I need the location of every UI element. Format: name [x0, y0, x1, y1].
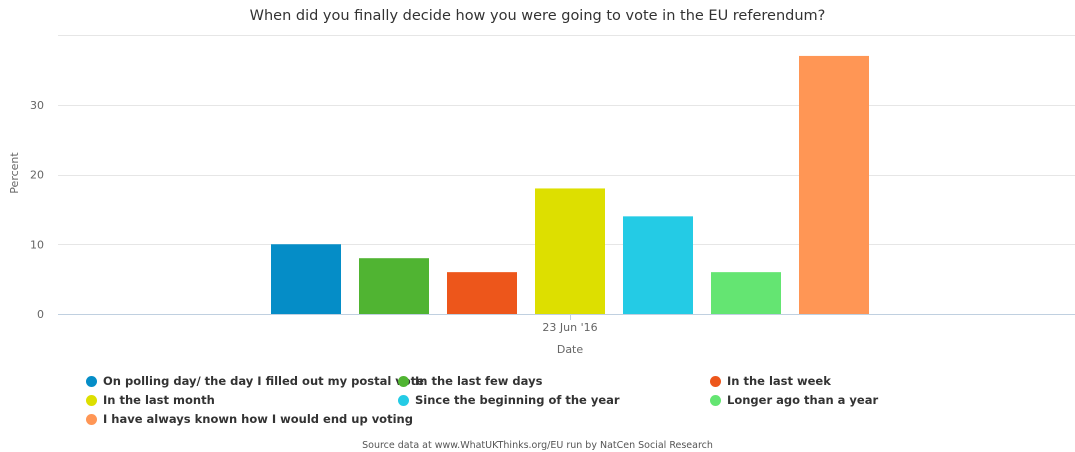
bar[interactable] — [711, 272, 781, 314]
axes: 0 10 20 30 23 Jun '16 — [30, 99, 598, 334]
bar[interactable] — [623, 216, 693, 314]
legend-label: In the last few days — [415, 374, 543, 388]
legend-item[interactable]: In the last week — [710, 374, 831, 388]
x-axis-label: Date — [557, 343, 584, 356]
y-axis-label: Percent — [8, 152, 21, 194]
legend-label: Since the beginning of the year — [415, 393, 620, 407]
legend-item[interactable]: On polling day/ the day I filled out my … — [86, 374, 424, 388]
legend-label: On polling day/ the day I filled out my … — [103, 374, 424, 388]
legend-marker — [86, 413, 97, 425]
legend-marker — [710, 394, 721, 406]
legend-marker — [398, 394, 409, 406]
bar[interactable] — [447, 272, 517, 314]
bar[interactable] — [271, 244, 341, 314]
chart-plot: 0 10 20 30 23 Jun '16 Percent Date — [8, 35, 1075, 356]
legend-label: Longer ago than a year — [727, 393, 879, 407]
y-tick-label: 0 — [37, 308, 44, 321]
y-tick-label: 10 — [30, 238, 44, 251]
bar[interactable] — [359, 258, 429, 314]
legend-item[interactable]: I have always known how I would end up v… — [86, 412, 413, 426]
source-credit[interactable]: Source data at www.WhatUKThinks.org/EU r… — [362, 440, 713, 451]
legend-label: I have always known how I would end up v… — [103, 412, 413, 426]
legend-label: In the last month — [103, 393, 215, 407]
legend-item[interactable]: Since the beginning of the year — [398, 393, 620, 407]
legend-marker — [398, 375, 409, 387]
chart-title: When did you finally decide how you were… — [249, 8, 826, 24]
legend-marker — [86, 394, 97, 406]
bar[interactable] — [799, 55, 869, 315]
y-tick-label: 20 — [30, 169, 44, 182]
legend-item[interactable]: Longer ago than a year — [710, 393, 878, 407]
legend-marker — [86, 375, 97, 387]
y-tick-label: 30 — [30, 99, 44, 112]
x-tick-label: 23 Jun '16 — [542, 321, 597, 334]
bar[interactable] — [535, 188, 605, 314]
legend-marker — [710, 375, 721, 387]
bars — [271, 55, 869, 315]
legend-item[interactable]: In the last few days — [398, 374, 542, 388]
legend-item[interactable]: In the last month — [86, 393, 215, 407]
legend-label: In the last week — [727, 374, 831, 388]
